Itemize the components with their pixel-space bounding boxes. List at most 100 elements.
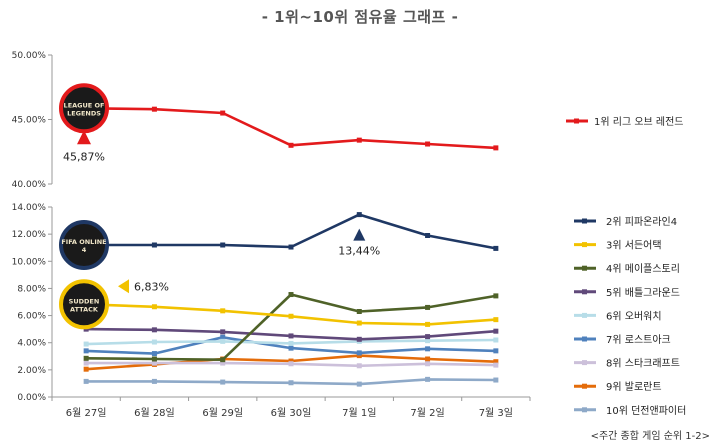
series-point (493, 145, 499, 151)
upper-y-tick-label: 45.00% (12, 116, 47, 126)
series-point (493, 317, 499, 323)
series-point (493, 293, 499, 299)
series-point (493, 348, 499, 354)
upper-y-tick-label: 40.00% (12, 180, 47, 190)
series-point (493, 359, 499, 365)
series-point (356, 336, 362, 342)
legend-swatch-point (582, 242, 587, 248)
series-point (288, 340, 294, 346)
legend-swatch-point (582, 336, 587, 342)
series-point (356, 212, 362, 218)
lower-y-tick-label: 14.00% (12, 203, 47, 213)
series-point (220, 338, 226, 344)
series-point (425, 376, 431, 382)
series-point (493, 362, 499, 368)
series-point (151, 378, 157, 384)
series-point (288, 361, 294, 367)
series-point (288, 292, 294, 298)
logo-badge (59, 220, 109, 270)
legend-swatch-point (582, 360, 587, 366)
annotation-marker (118, 279, 129, 294)
annotation-label: 45,87% (63, 150, 105, 163)
series-point (425, 233, 431, 238)
x-tick-label: 6월 27일 (66, 407, 107, 419)
series-point (220, 110, 226, 116)
x-tick-label: 6월 28일 (134, 407, 175, 419)
series-point (356, 353, 362, 359)
series-point (356, 320, 362, 326)
series-point (288, 380, 294, 386)
series-point (220, 308, 226, 314)
series-point (151, 356, 157, 362)
annotation-marker (353, 228, 366, 241)
legend-swatch-point (582, 289, 587, 295)
series-point (425, 361, 431, 367)
series-point (220, 357, 226, 363)
lower-y-tick-label: 6.00% (17, 312, 46, 322)
series-point (288, 244, 294, 250)
series-point (220, 329, 226, 335)
series-point (425, 304, 431, 310)
series-point (83, 355, 89, 361)
series-point (83, 348, 89, 354)
series-point (83, 366, 89, 372)
lower-y-tick-label: 4.00% (17, 339, 46, 349)
legend-label: 3위 서든어택 (606, 239, 662, 252)
x-tick-label: 7월 2일 (410, 407, 444, 419)
lower-y-tick-label: 0.00% (17, 393, 46, 403)
series-point (425, 338, 431, 344)
lower-y-tick-label: 8.00% (17, 284, 46, 294)
chart-title: - 1위~10위 점유율 그래프 - (261, 8, 459, 26)
series-point (83, 341, 89, 347)
x-tick-label: 6월 30일 (271, 407, 312, 419)
legend-label: 5위 배틀그라운드 (606, 286, 680, 299)
series-point (151, 304, 157, 310)
legend-swatch-point (582, 218, 587, 224)
legend-swatch-point (582, 312, 587, 318)
logo-badge-text: LEAGUE OF (64, 101, 105, 109)
legend-label: 10위 던전앤파이터 (606, 404, 686, 417)
series-point (151, 106, 157, 112)
series-point (425, 346, 431, 352)
series-point (493, 377, 499, 383)
series-point (493, 337, 499, 343)
series-point (288, 333, 294, 339)
series-point (356, 381, 362, 387)
logo-badge-text: 4 (82, 246, 87, 254)
series-point (288, 142, 294, 148)
series-point (151, 242, 157, 248)
legend-label: 7위 로스트아크 (606, 333, 671, 346)
legend-swatch-point (582, 407, 587, 413)
logo-badge (59, 279, 109, 330)
annotation-label: 6,83% (134, 280, 169, 293)
legend-swatch-point (582, 265, 587, 271)
series-point (151, 351, 157, 357)
x-tick-label: 7월 3일 (479, 407, 513, 419)
logo-badge-text: FIFA ONLINE (61, 238, 106, 246)
series-point (288, 345, 294, 351)
series-point (425, 321, 431, 327)
series-point (151, 327, 157, 333)
x-tick-label: 6월 29일 (202, 407, 243, 419)
series-point (493, 245, 499, 251)
series-point (288, 313, 294, 319)
series-point (425, 334, 431, 340)
source-note: <주간 종합 게임 순위 1-2> (590, 431, 710, 442)
legend-label: 6위 오버워치 (606, 309, 662, 322)
series-line (86, 107, 496, 150)
legend-label: 8위 스타크래프트 (606, 357, 680, 370)
series-line (86, 213, 497, 250)
series-point (425, 356, 431, 362)
series-point (356, 350, 362, 356)
series-point (151, 360, 157, 366)
legend-label: 9위 발로란트 (606, 380, 662, 393)
legend-label: 1위 리그 오브 레전드 (594, 115, 684, 128)
legend-label: 2위 피파온라인4 (606, 215, 677, 228)
series-point (356, 137, 362, 143)
series-point (425, 141, 431, 147)
series-point (220, 242, 226, 248)
series-point (356, 309, 362, 314)
annotation-marker (77, 130, 91, 145)
series-point (220, 334, 226, 340)
